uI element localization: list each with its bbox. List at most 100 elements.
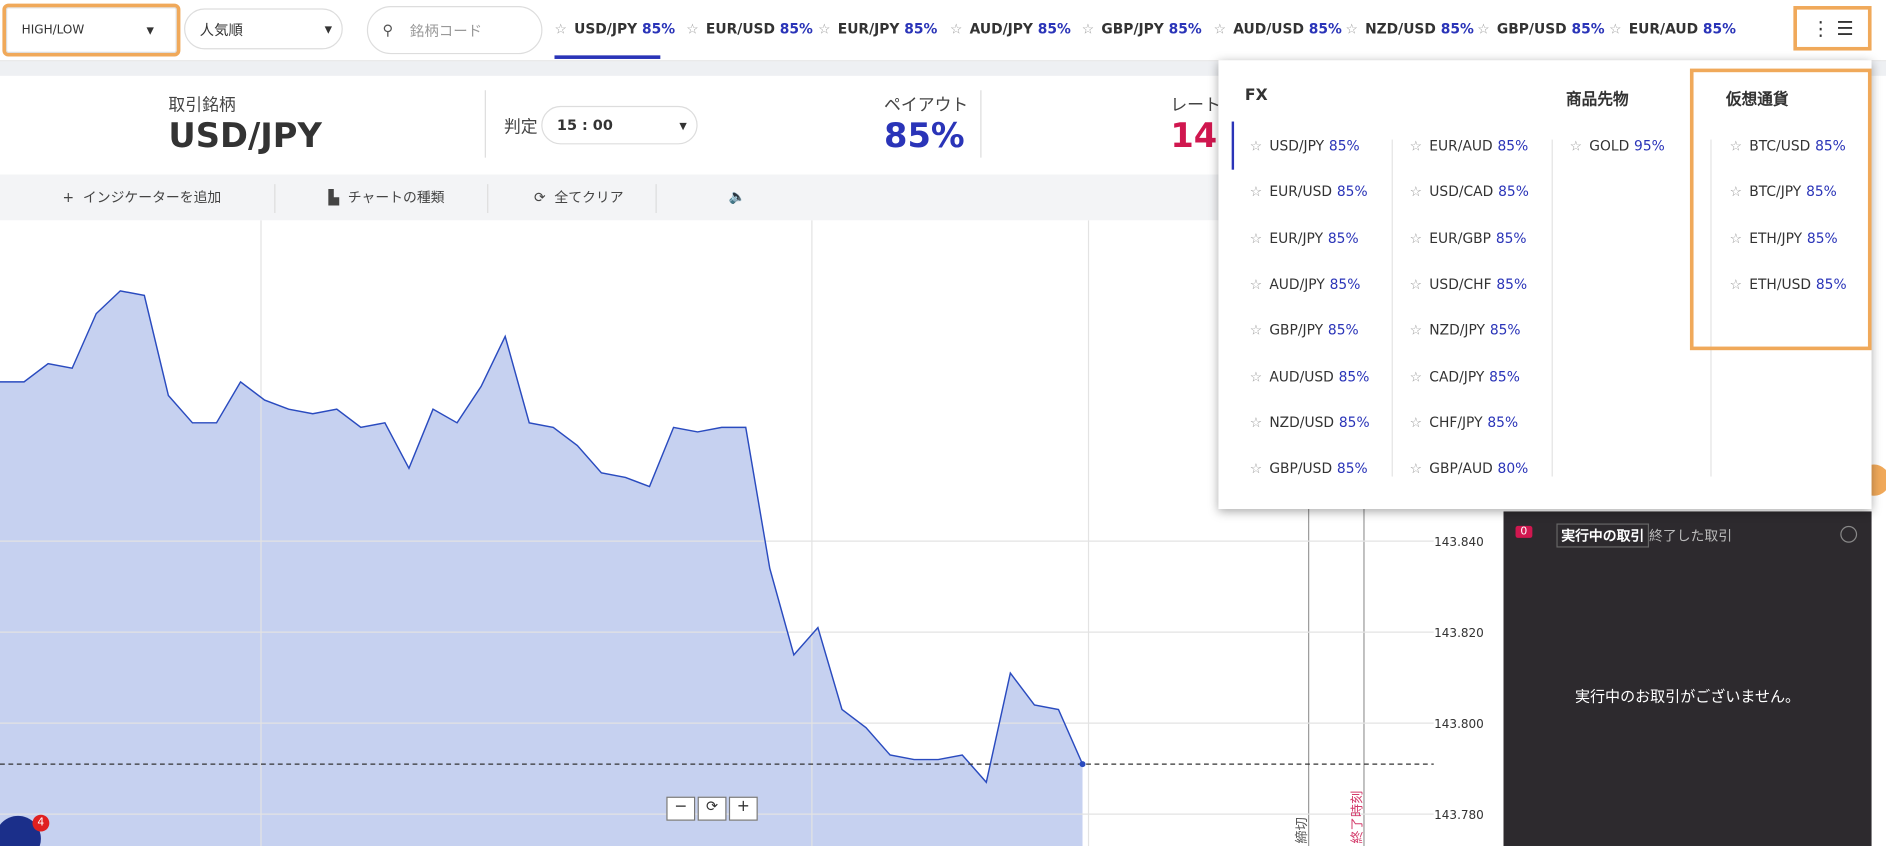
menu-item[interactable]: ☆ ETH/JPY 85% xyxy=(1730,229,1838,246)
item-payout: 85% xyxy=(1338,413,1370,431)
sort-select[interactable]: 人気順 ▼ xyxy=(184,8,343,50)
menu-item[interactable]: ☆ USD/CHF 85% xyxy=(1410,275,1527,292)
tab-payout: 85% xyxy=(641,20,676,38)
item-pair: CAD/JPY xyxy=(1429,367,1485,385)
sound-button[interactable]: 🔈 xyxy=(728,187,747,205)
current-price-dot xyxy=(1079,761,1086,768)
star-icon: ☆ xyxy=(1213,20,1227,38)
price-line xyxy=(0,290,1084,784)
rate-label: レート xyxy=(1170,96,1221,116)
item-pair: NZD/USD xyxy=(1269,413,1335,431)
menu-item[interactable]: ☆ GBP/AUD 80% xyxy=(1410,460,1529,477)
star-icon: ☆ xyxy=(1409,459,1423,477)
pair: USD/JPY xyxy=(168,115,322,156)
zoom-reset[interactable]: ⟳ xyxy=(697,796,727,821)
menu-item[interactable]: ☆ GBP/JPY 85% xyxy=(1250,322,1359,339)
item-payout: 85% xyxy=(1495,229,1527,247)
menu-item[interactable]: ☆ AUD/JPY 85% xyxy=(1250,275,1361,292)
section-title: 商品先物 xyxy=(1566,91,1629,110)
menu-item[interactable]: ☆ CHF/JPY 85% xyxy=(1410,414,1518,431)
mode-select[interactable]: HIGH/LOW ▼ xyxy=(2,3,181,57)
price-area xyxy=(0,290,1083,846)
tab-pair: GBP/USD xyxy=(1496,20,1567,38)
menu-item[interactable]: ☆ AUD/USD 85% xyxy=(1250,368,1370,385)
tab-pair: EUR/USD xyxy=(705,20,775,38)
pair-tab[interactable]: ☆ EUR/JPY 85% xyxy=(818,0,937,58)
item-pair: EUR/GBP xyxy=(1429,229,1492,247)
menu-item[interactable]: ☆ CAD/JPY 85% xyxy=(1410,368,1520,385)
sort-text: 人気順 xyxy=(199,21,243,38)
menu-item[interactable]: ☆ ETH/USD 85% xyxy=(1730,275,1847,292)
menu-item[interactable]: ☆ USD/CAD 85% xyxy=(1410,183,1529,200)
item-pair: CHF/JPY xyxy=(1429,413,1483,431)
pair-tab[interactable]: ☆ GBP/USD 85% xyxy=(1477,0,1604,58)
menu-item[interactable]: ☆ BTC/USD 85% xyxy=(1730,137,1846,154)
pair-tab[interactable]: ☆ GBP/JPY 85% xyxy=(1082,0,1202,58)
expiry-select[interactable]: 15 : 00 ▼ xyxy=(541,105,698,145)
menu-item[interactable]: ☆ BTC/JPY 85% xyxy=(1730,183,1837,200)
menu-item[interactable]: ☆ EUR/JPY 85% xyxy=(1250,229,1359,246)
menu-item[interactable]: ☆ EUR/AUD 85% xyxy=(1410,137,1529,154)
pair-label: 取引銘柄 xyxy=(168,96,236,116)
search-box[interactable]: ⚲ 銘柄コード xyxy=(366,6,543,55)
item-payout: 85% xyxy=(1806,183,1837,201)
pair-tab[interactable]: ☆ USD/JPY 85% xyxy=(554,0,675,58)
divider xyxy=(487,184,489,214)
star-icon: ☆ xyxy=(1409,183,1423,201)
star-icon: ☆ xyxy=(1409,275,1423,293)
star-icon: ☆ xyxy=(1729,229,1743,247)
clear-all-button[interactable]: ⟳ 全てクリア xyxy=(534,188,624,206)
item-payout: 85% xyxy=(1489,367,1520,385)
y-tick-label: 143.800 xyxy=(1434,717,1484,731)
menu-item[interactable]: ☆ EUR/USD 85% xyxy=(1250,183,1368,200)
pair-tab[interactable]: ☆ EUR/USD 85% xyxy=(686,0,813,58)
star-icon: ☆ xyxy=(1249,459,1263,477)
pair-tab[interactable]: ☆ EUR/AUD 85% xyxy=(1609,0,1736,58)
pair-tab[interactable]: ☆ NZD/USD 85% xyxy=(1345,0,1473,58)
divider xyxy=(484,90,486,158)
item-pair: AUD/JPY xyxy=(1269,275,1325,293)
divider xyxy=(1391,139,1393,477)
y-tick-label: 143.840 xyxy=(1434,535,1484,549)
menu-item[interactable]: ☆ NZD/USD 85% xyxy=(1250,414,1370,431)
menu-item[interactable]: ☆ NZD/JPY 85% xyxy=(1410,322,1521,339)
tab-payout: 85% xyxy=(1168,20,1202,38)
item-payout: 85% xyxy=(1489,321,1521,339)
pair-menu: FX ☆ USD/JPY 85% ☆ EUR/USD 85% ☆ EUR/JPY 85% ☆ AUD/… xyxy=(1218,60,1872,510)
item-pair: USD/CHF xyxy=(1429,275,1492,293)
payout-label: ペイアウト xyxy=(884,96,969,116)
item-payout: 85% xyxy=(1328,137,1360,155)
menu-item[interactable]: ☆ EUR/GBP 85% xyxy=(1410,229,1527,246)
menu-button[interactable]: ⋮ ☰ xyxy=(1793,6,1872,51)
tab-bar: ☆ USD/JPY 85% ☆ EUR/USD 85% ☆ EUR/JPY 85% ☆ AUD/JP… xyxy=(554,0,1769,60)
menu-item[interactable]: ☆ GOLD 95% xyxy=(1570,137,1665,154)
divider xyxy=(274,184,276,214)
item-payout: 85% xyxy=(1327,229,1359,247)
item-payout: 95% xyxy=(1634,137,1665,155)
active-trades-tab[interactable]: 実行中の取引 xyxy=(1556,523,1650,548)
closed-trades-tab[interactable]: 終了した取引 xyxy=(1649,527,1733,544)
add-indicator-button[interactable]: + インジケーターを追加 xyxy=(62,188,222,206)
zoom-out[interactable]: − xyxy=(666,796,696,821)
divider xyxy=(1710,139,1712,477)
tab-payout: 85% xyxy=(779,20,813,38)
clear-all-text: 全てクリア xyxy=(554,188,624,206)
menu-item[interactable]: ☆ GBP/USD 85% xyxy=(1250,460,1368,477)
chart-type-button[interactable]: ▙ チャートの種類 xyxy=(328,188,445,206)
item-pair: USD/CAD xyxy=(1429,183,1494,201)
star-icon: ☆ xyxy=(1477,20,1490,38)
zoom-in[interactable]: + xyxy=(728,796,758,821)
pair-tab[interactable]: ☆ AUD/JPY 85% xyxy=(950,0,1071,58)
section-title: 仮想通貨 xyxy=(1726,91,1789,110)
menu-item[interactable]: ☆ USD/JPY 85% xyxy=(1250,137,1360,154)
tab-payout: 85% xyxy=(1308,20,1342,38)
divider xyxy=(1551,139,1553,477)
time-marker-label: 締切 xyxy=(1293,817,1310,843)
pair-tab[interactable]: ☆ AUD/USD 85% xyxy=(1214,0,1342,58)
popout-icon[interactable] xyxy=(1840,525,1858,543)
item-pair: EUR/JPY xyxy=(1269,229,1324,247)
star-icon: ☆ xyxy=(1249,229,1263,247)
divider xyxy=(980,90,982,158)
tab-pair: GBP/JPY xyxy=(1101,20,1164,38)
